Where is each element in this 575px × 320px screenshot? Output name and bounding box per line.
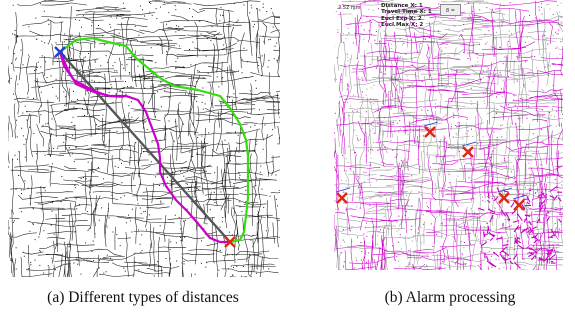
road-network-map: [8, 0, 280, 277]
alarm-marker-4: [513, 199, 525, 211]
street-grid: [8, 0, 280, 277]
alarm-vector-1: [461, 141, 477, 147]
caption-a: (a) Different types of distances: [47, 289, 239, 306]
legend-distance: Distance X: 1: [381, 3, 423, 9]
legend-travel-time: Travel Time X: 1: [381, 9, 432, 16]
start-marker-icon: [54, 46, 66, 58]
alarm-vector-4: [512, 194, 528, 200]
alarm-marker-3: [498, 192, 510, 204]
alarm-marker-1: [462, 146, 474, 158]
alarm-vector-0: [423, 121, 439, 127]
legend: Distance X: 1 Travel Time X: 1 Eucl Exp …: [381, 3, 432, 28]
road-network-map-alarms: [334, 0, 563, 270]
alarm-vector-3: [497, 187, 513, 193]
alarm-marker-2: [336, 192, 348, 204]
caption-b: (b) Alarm processing: [384, 289, 516, 306]
map-button[interactable]: 8 =: [440, 4, 461, 16]
route-magenta-2: [58, 51, 109, 98]
route-green: [59, 36, 250, 244]
scale-label: 2.52 mm: [338, 5, 361, 11]
end-marker-icon: [224, 236, 236, 248]
legend-eucl-exp: Eucl Exp X: 2: [381, 15, 422, 22]
route-magenta-1: [58, 51, 230, 244]
dense-cluster: [478, 185, 563, 269]
alarm-routes-magenta: [334, 0, 563, 270]
euclidean-line: [59, 51, 231, 243]
alarm-marker-0: [424, 126, 436, 138]
map-panel-alarms: [334, 0, 563, 270]
alarm-vector-2: [335, 187, 351, 193]
map-panel-distances: [8, 0, 280, 277]
legend-eucl-max: Eucl Max X: 2: [381, 21, 424, 28]
